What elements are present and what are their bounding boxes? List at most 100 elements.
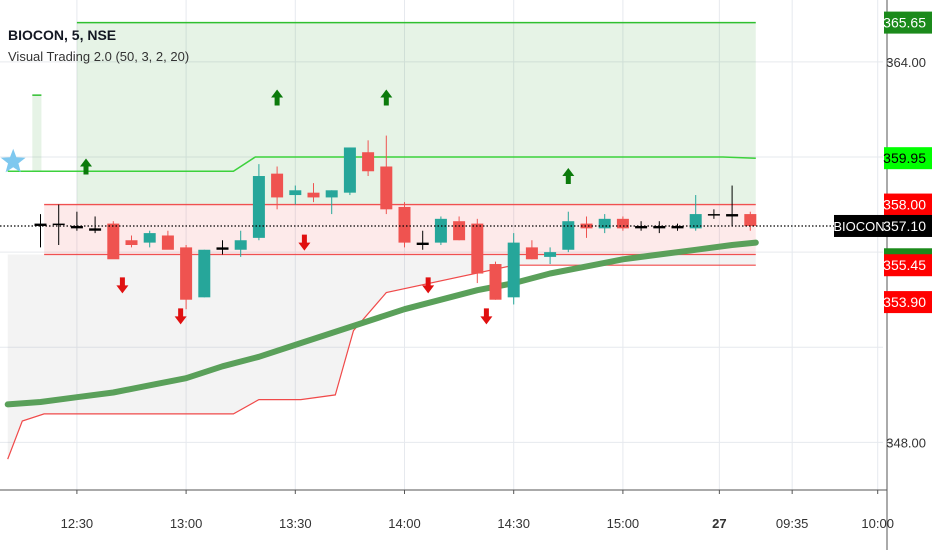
price-label-text: 357.10 [883, 218, 926, 234]
price-label-bg [884, 291, 932, 314]
candle-body [343, 147, 356, 193]
candle [489, 261, 502, 300]
candle [307, 183, 320, 203]
candle-body [380, 166, 393, 210]
candle-body [544, 252, 557, 257]
candle [343, 147, 356, 196]
candle-body [307, 192, 320, 198]
candle-body [143, 233, 156, 243]
candle [325, 190, 338, 215]
indicator-title[interactable]: Visual Trading 2.0 (50, 3, 2, 20) [8, 49, 190, 64]
candle-body [70, 225, 83, 229]
candle [507, 233, 520, 305]
candle [125, 235, 138, 248]
candle-body [252, 176, 265, 238]
candle [562, 211, 575, 253]
time-tick-label: 15:00 [607, 516, 640, 531]
buy-arrow [80, 158, 92, 175]
candle [380, 135, 393, 215]
candle [398, 202, 411, 248]
price-tick-label: 364.00 [886, 55, 926, 70]
time-tick-label: 14:00 [388, 516, 421, 531]
candle-body [416, 242, 429, 245]
candle-body [34, 223, 47, 226]
candle [416, 230, 429, 250]
candle [434, 216, 447, 245]
price-label-text: 355.45 [883, 257, 926, 273]
candle-body [707, 214, 720, 216]
candle-body [507, 242, 520, 298]
candle-body [671, 225, 684, 229]
candle [143, 230, 156, 248]
resistance-zone-start [32, 95, 42, 172]
candle-body [562, 221, 575, 250]
candle [525, 240, 538, 260]
price-label-text: 365.65 [883, 15, 926, 31]
moving-average-line [4, 239, 759, 408]
candle [107, 221, 120, 260]
candle [744, 211, 757, 231]
price-label-bg [884, 214, 932, 237]
time-tick-label: 09:35 [776, 516, 809, 531]
candle-body [289, 190, 302, 196]
candle [34, 214, 47, 248]
candle [707, 209, 720, 219]
price-label: 365.65 [883, 11, 932, 34]
candle-body [580, 223, 593, 229]
symbol-title[interactable]: BIOCON, 5, NSE [8, 27, 117, 43]
sell-arrow [480, 308, 493, 325]
time-tick-label: 13:30 [279, 516, 312, 531]
candle-body [598, 218, 611, 229]
symbol-tag: BIOCON [833, 219, 884, 234]
candle [471, 218, 484, 284]
time-tick-label: 12:30 [61, 516, 94, 531]
candle [689, 195, 702, 231]
price-label: 358.00 [883, 193, 932, 216]
signal-arrows [80, 89, 575, 325]
candle-body [89, 228, 102, 231]
candle-body [434, 218, 447, 243]
candle-body [271, 173, 284, 198]
price-label-text: 359.95 [883, 150, 926, 166]
candles [34, 135, 757, 310]
price-label-bg [884, 147, 932, 170]
candle-body [107, 223, 120, 260]
star-marker-icon [0, 148, 26, 173]
candle-body [689, 214, 702, 229]
candle-body [616, 218, 629, 229]
candle [271, 166, 284, 210]
sell-arrow [422, 277, 435, 294]
sell-arrow [298, 234, 311, 251]
candle-body [234, 240, 247, 250]
candle [289, 185, 302, 205]
candle [216, 240, 229, 255]
buy-arrow [380, 89, 393, 106]
candle [180, 245, 193, 310]
lower-band-line [7, 264, 756, 460]
buy-arrow [271, 89, 284, 106]
candle-body [489, 264, 502, 300]
candle [580, 216, 593, 238]
time-tick-label: 10:00 [861, 516, 894, 531]
price-label-bg [884, 193, 932, 216]
candle [362, 140, 375, 177]
candle [89, 216, 102, 234]
candle-body [362, 152, 375, 172]
candle-body [198, 249, 211, 298]
candle [616, 216, 629, 231]
candle-body [635, 225, 648, 229]
time-tick-label: 13:00 [170, 516, 203, 531]
candle [598, 214, 611, 234]
candle [726, 185, 739, 226]
candle [234, 230, 247, 257]
candle-body [52, 223, 65, 226]
candle-body [216, 247, 229, 250]
price-label: 359.95 [883, 147, 932, 170]
candle [52, 204, 65, 245]
candle [161, 230, 174, 250]
candle-body [744, 214, 757, 226]
candle-body [161, 235, 174, 250]
